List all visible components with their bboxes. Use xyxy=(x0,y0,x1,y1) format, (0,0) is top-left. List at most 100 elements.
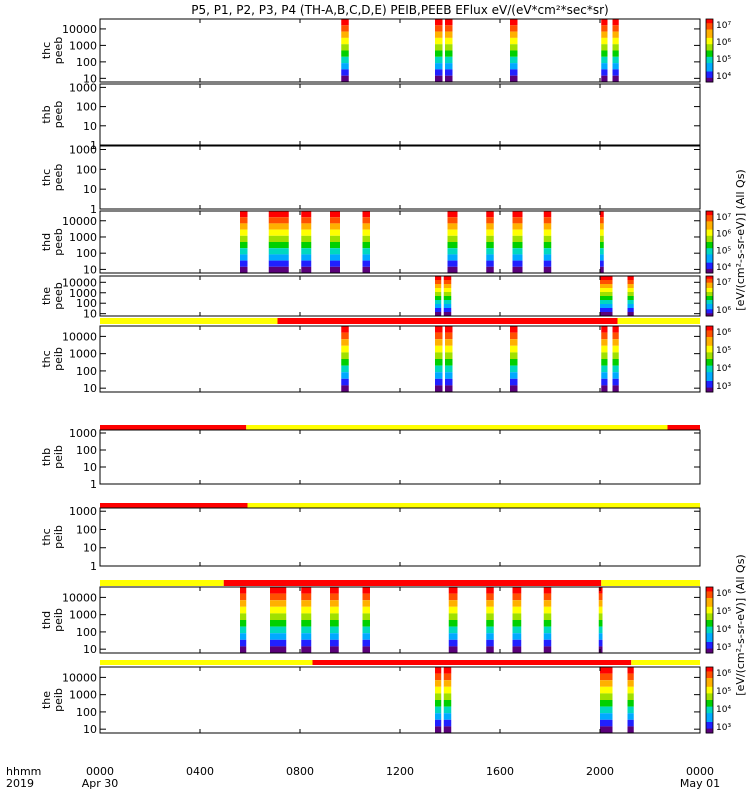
burst-band xyxy=(435,378,443,386)
burst-band xyxy=(543,600,552,607)
y-axis-label-probe: thd xyxy=(40,233,53,251)
burst-band xyxy=(270,593,287,601)
colorbar-cell xyxy=(706,648,713,652)
burst-band xyxy=(341,50,349,57)
burst-band xyxy=(600,211,604,218)
burst-band xyxy=(301,242,312,249)
burst-band xyxy=(435,339,443,346)
colorbar-cell xyxy=(706,591,713,595)
burst-band xyxy=(486,620,494,627)
burst-band xyxy=(510,37,518,45)
burst-band xyxy=(240,266,248,273)
panel-thb-peeb: 1 10 100 1000 thb peeb xyxy=(40,81,701,152)
colorbar-cell xyxy=(706,239,713,243)
burst-band xyxy=(341,31,349,38)
colorbar-cell xyxy=(706,387,713,391)
colorbar-cell xyxy=(706,308,713,310)
burst-band xyxy=(447,266,458,273)
colorbar-cell xyxy=(706,339,713,342)
y-tick-label: 1000 xyxy=(69,689,97,702)
burst-band xyxy=(240,223,248,230)
burst-column xyxy=(486,211,494,273)
colorbar-cell xyxy=(706,294,713,297)
time-date-label: Apr 30 xyxy=(82,777,119,790)
burst-band xyxy=(510,50,518,57)
colorbar-cell xyxy=(706,262,713,266)
time-tick-label: 0000 xyxy=(86,765,114,778)
burst-band xyxy=(301,633,312,640)
colorbar-cell xyxy=(706,305,713,308)
colorbar-tick-label: 10⁵ xyxy=(716,607,731,617)
colorbar-frame xyxy=(705,586,714,654)
burst-band xyxy=(435,50,443,57)
burst-band xyxy=(435,372,443,379)
y-axis-label-product: peib xyxy=(52,608,65,632)
burst-band xyxy=(445,19,453,26)
time-row-label-hhmm: hhmm xyxy=(6,765,41,778)
panel-frame xyxy=(99,429,701,485)
burst-band xyxy=(510,56,518,64)
burst-band xyxy=(627,296,634,300)
colorbar-cell xyxy=(706,620,713,623)
burst-band xyxy=(598,587,603,594)
burst-band xyxy=(362,211,370,218)
burst-band xyxy=(268,260,289,267)
burst-band xyxy=(612,332,619,340)
mode-bar-segment xyxy=(247,503,700,508)
burst-band xyxy=(330,254,340,261)
colorbar-cell xyxy=(706,58,713,62)
colorbar-tick-label: 10⁷ xyxy=(716,213,731,223)
colorbar-cell xyxy=(706,312,713,314)
mode-bar-segment xyxy=(277,318,618,324)
time-date-label: May 01 xyxy=(680,777,720,790)
time-tick-label: 2000 xyxy=(586,765,614,778)
burst-band xyxy=(270,600,287,607)
burst-band xyxy=(240,211,248,218)
colorbar-cell xyxy=(706,671,713,675)
burst-band xyxy=(301,229,312,236)
colorbar-cell xyxy=(706,635,713,639)
burst-band xyxy=(600,713,613,720)
colorbar-cell xyxy=(706,21,713,24)
burst-band xyxy=(601,44,608,51)
burst-band xyxy=(512,235,523,242)
panel-thc-peeb: 1 10 100 1000 thc peeb xyxy=(40,143,701,216)
y-tick-label: 100 xyxy=(76,706,97,719)
burst-band xyxy=(362,223,370,230)
burst-band xyxy=(601,69,608,76)
burst-column xyxy=(510,19,518,82)
y-axis-label-product: peeb xyxy=(52,282,65,310)
y-tick-label: 10000 xyxy=(62,215,97,228)
burst-band xyxy=(362,235,370,242)
burst-band xyxy=(270,633,287,640)
burst-band xyxy=(600,254,604,261)
burst-band xyxy=(435,56,443,64)
burst-column xyxy=(601,326,608,392)
burst-band xyxy=(447,211,458,218)
burst-column xyxy=(486,587,494,653)
burst-band xyxy=(435,686,442,694)
y-tick-label: 10 xyxy=(83,542,97,555)
colorbar-cell xyxy=(706,363,713,367)
burst-band xyxy=(435,308,442,312)
burst-column xyxy=(543,211,552,273)
burst-band xyxy=(445,50,453,57)
burst-band xyxy=(443,284,452,288)
colorbar-cell xyxy=(706,33,713,37)
burst-band xyxy=(240,260,248,267)
colorbar-cell xyxy=(706,726,713,730)
colorbar-cell xyxy=(706,337,713,340)
colorbar-cell xyxy=(706,372,713,375)
colorbar-tick-label: 10⁶ xyxy=(716,38,731,48)
colorbar-tick-label: 10⁷ xyxy=(716,21,731,31)
burst-band xyxy=(443,713,452,720)
burst-band xyxy=(510,378,518,386)
colorbar-cell xyxy=(706,48,713,51)
colorbar-cell xyxy=(706,215,713,218)
colorbar-cell xyxy=(706,258,713,262)
burst-band xyxy=(486,606,494,614)
burst-band xyxy=(445,359,453,366)
burst-band xyxy=(600,260,604,267)
burst-column xyxy=(435,276,442,316)
colorbar-cell xyxy=(706,309,713,312)
